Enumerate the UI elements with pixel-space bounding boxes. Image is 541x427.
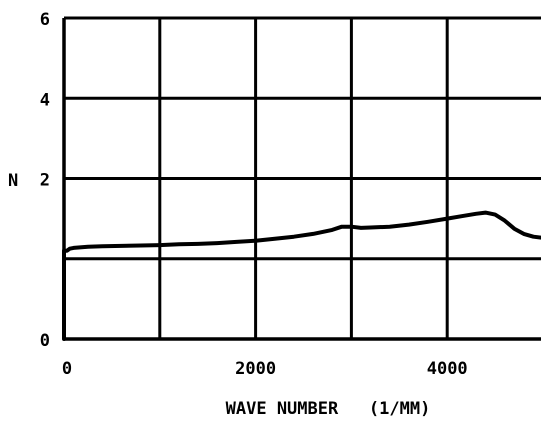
y-tick-label-6: 4 bbox=[40, 90, 50, 110]
x-tick-label-0: 0 bbox=[62, 359, 72, 379]
series-lines bbox=[62, 210, 541, 341]
x-tick-label-2000: 2000 bbox=[235, 359, 276, 379]
tick-labels: 0 2000 4000 0 2 4 6 bbox=[40, 10, 468, 379]
y-tick-label-8: 6 bbox=[40, 10, 50, 30]
series-line-0 bbox=[62, 210, 541, 341]
y-tick-label-0: 0 bbox=[40, 331, 50, 351]
y-axis-title: N bbox=[8, 171, 18, 191]
x-tick-label-4000: 4000 bbox=[427, 359, 468, 379]
y-tick-label-4: 2 bbox=[40, 171, 50, 191]
grid-lines bbox=[64, 16, 541, 339]
x-axis-title: WAVE NUMBER (1/MM) bbox=[226, 399, 431, 419]
